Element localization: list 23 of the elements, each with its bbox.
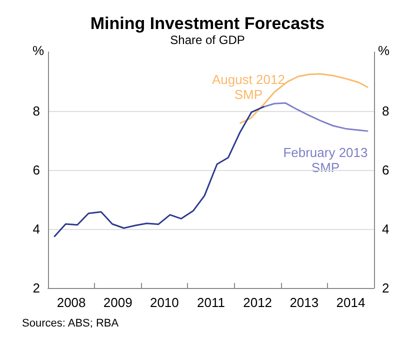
y-tick-label: 4 — [32, 222, 40, 236]
chart-title: Mining Investment Forecasts — [90, 14, 325, 33]
y2-tick-label: 6 — [382, 162, 390, 178]
y-tick-label: 6 — [32, 162, 40, 178]
x-tick-label: 2013 — [290, 295, 319, 310]
line-series — [262, 102, 368, 132]
x-tick-label: 2011 — [197, 295, 225, 310]
y-axis-title: % — [32, 43, 44, 58]
x-tick-label: 2012 — [243, 295, 272, 310]
y2-tick-label: 2 — [382, 280, 390, 296]
y2-axis-title: % — [378, 43, 390, 58]
y-tick-label: 2 — [32, 280, 40, 296]
y2-tick-label: 4 — [382, 222, 390, 236]
y-tick-label: 8 — [32, 104, 40, 118]
line-series — [54, 106, 264, 238]
x-tick-label: 2014 — [336, 295, 366, 310]
y2-tick-label: 8 — [382, 104, 390, 118]
chart-subtitle: Share of GDP — [170, 33, 245, 47]
source-note: Sources: ABS; RBA — [22, 318, 120, 330]
x-tick-label: 2010 — [150, 295, 179, 310]
x-tick-label: 2008 — [56, 295, 86, 310]
series-label: August 2012 SMP — [212, 72, 285, 102]
x-tick-label: 2009 — [103, 295, 132, 310]
